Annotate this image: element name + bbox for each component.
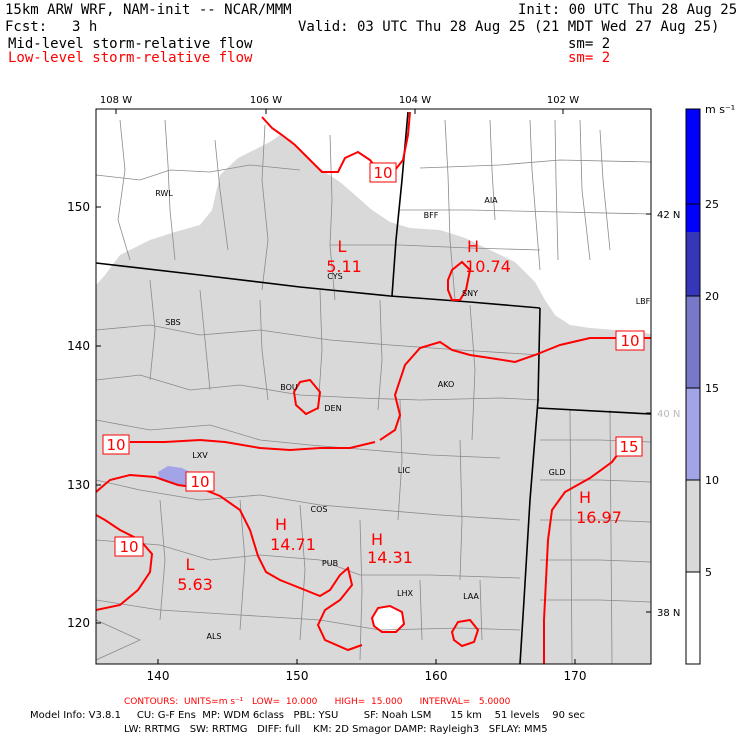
lat-label: 38 N (657, 608, 680, 619)
grid-x-label: 170 (564, 669, 587, 683)
colorbar-segment (686, 109, 700, 232)
grid-x-label: 160 (425, 669, 448, 683)
extremum-type: L (186, 555, 195, 574)
lat-label: 42 N (657, 210, 680, 221)
colorbar-segment (686, 388, 700, 480)
extremum-value: 5.11 (326, 257, 362, 276)
extremum-type: H (275, 515, 287, 534)
colorbar-segment (686, 232, 700, 296)
station-label: GLD (549, 468, 566, 477)
colorbar-tick-label: 10 (705, 474, 719, 487)
grid-y-label: 120 (67, 616, 90, 630)
model-info-line1: Model Info: V3.8.1 CU: G-F Ens MP: WDM 6… (30, 710, 585, 721)
station-label: BOU (280, 383, 298, 392)
station-label: LXV (192, 451, 208, 460)
station-label: ALS (206, 632, 221, 641)
station-label: LIC (398, 466, 411, 475)
colorbar (686, 109, 700, 664)
station-label: LHX (397, 589, 413, 598)
station-label: COS (311, 505, 328, 514)
model-info-line2: LW: RRTMG SW: RRTMG DIFF: full KM: 2D Sm… (124, 724, 548, 735)
extremum-value: 16.97 (576, 508, 622, 527)
station-label: AKO (438, 380, 455, 389)
lon-label: 108 W (100, 95, 132, 106)
station-label: BFF (424, 211, 439, 220)
grid-y-label: 150 (67, 200, 90, 214)
grid-y-label: 130 (67, 478, 90, 492)
lon-label: 104 W (399, 95, 431, 106)
colorbar-tick-label: 25 (705, 198, 719, 211)
extremum-value: 5.63 (177, 575, 213, 594)
station-label: LAA (463, 592, 479, 601)
contour-label: 10 (620, 332, 639, 350)
extremum-type: H (371, 530, 383, 549)
lon-label: 106 W (250, 95, 282, 106)
colorbar-segment (686, 296, 700, 388)
extremum-value: 10.74 (465, 257, 511, 276)
extremum-type: H (579, 488, 591, 507)
lon-label: 102 W (547, 95, 579, 106)
grid-x-label: 140 (147, 669, 170, 683)
colorbar-tick-label: 5 (705, 566, 712, 579)
station-label: RWL (155, 189, 173, 198)
colorbar-segment (686, 572, 700, 664)
station-label: DEN (324, 404, 341, 413)
grid-y-label: 140 (67, 339, 90, 353)
contour-label: 10 (119, 538, 138, 556)
contours-info: CONTOURS: UNITS=m s⁻¹ LOW= 10.000 HIGH= … (124, 697, 510, 707)
station-label: LBF (636, 297, 651, 306)
grid-x-label: 150 (286, 669, 309, 683)
contour-label: 10 (106, 436, 125, 454)
colorbar-segment (686, 480, 700, 572)
extremum-value: 14.71 (270, 535, 316, 554)
extremum-value: 14.31 (367, 548, 413, 567)
lat-label: 40 N (657, 409, 680, 420)
contour-label: 15 (619, 438, 638, 456)
extremum-type: L (338, 237, 347, 256)
station-label: AIA (484, 196, 498, 205)
contour-label: 10 (373, 164, 392, 182)
station-label: SNY (462, 289, 478, 298)
colorbar-tick-label: 20 (705, 290, 719, 303)
extremum-type: H (467, 237, 479, 256)
colorbar-tick-label: 15 (705, 382, 719, 395)
colorbar-units: m s⁻¹ (705, 103, 735, 116)
station-label: SBS (165, 318, 181, 327)
contour-label: 10 (190, 473, 209, 491)
station-label: PUB (322, 559, 338, 568)
